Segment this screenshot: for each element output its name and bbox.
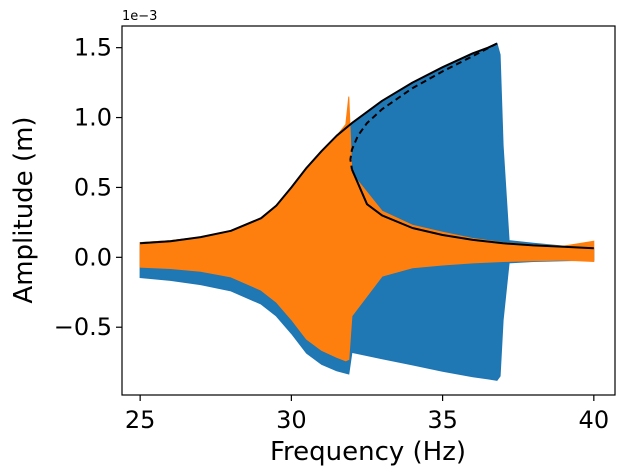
x-tick-label: 25	[125, 406, 156, 434]
y-axis-label: Amplitude (m)	[9, 116, 39, 303]
y-tick-label: 1.5	[74, 34, 112, 62]
y-tick-label: 1.0	[74, 104, 112, 132]
y-tick-label: −0.5	[54, 313, 112, 341]
series-4-solid-line	[350, 168, 594, 250]
x-axis: 25 30 35 40	[125, 395, 609, 434]
axes-frame	[121, 25, 616, 396]
x-tick-label: 40	[579, 406, 610, 434]
series-3-dashed-line	[349, 42, 498, 170]
series-2-solid-line	[140, 42, 498, 245]
plot-series	[139, 42, 595, 381]
y-tick-label: 0.5	[74, 173, 112, 201]
y-axis: −0.5 0.0 0.5 1.0 1.5	[54, 34, 122, 341]
x-tick-label: 35	[427, 406, 458, 434]
y-offset-label: 1e−3	[122, 9, 157, 24]
x-tick-label: 30	[276, 406, 307, 434]
y-tick-label: 0.0	[74, 243, 112, 271]
x-axis-label: Frequency (Hz)	[270, 437, 466, 467]
